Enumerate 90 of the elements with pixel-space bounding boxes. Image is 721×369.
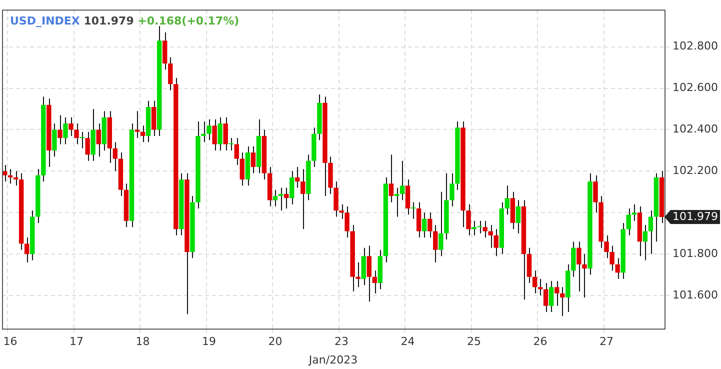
candlestick xyxy=(543,282,548,313)
candlestick xyxy=(642,224,648,261)
y-tick-label: 102.800 xyxy=(672,40,718,53)
candlestick xyxy=(433,224,438,263)
candlestick xyxy=(96,123,101,158)
candlestick xyxy=(240,152,245,186)
candlestick xyxy=(571,241,576,278)
candlestick xyxy=(504,185,510,216)
candlestick xyxy=(416,202,422,238)
candlestick xyxy=(300,168,306,230)
candlestick xyxy=(13,170,18,186)
candlestick xyxy=(223,116,228,151)
candlestick xyxy=(74,123,79,145)
candlestick xyxy=(538,278,543,296)
candlestick xyxy=(526,247,532,284)
candlestick xyxy=(548,280,554,313)
candlestick xyxy=(388,154,394,203)
candlestick xyxy=(422,212,427,238)
candlestick xyxy=(2,164,8,182)
candlestick xyxy=(68,116,74,136)
candlestick xyxy=(615,258,620,280)
candlestick xyxy=(582,254,587,298)
candlestick xyxy=(626,208,631,236)
candlestick xyxy=(8,168,13,184)
y-tick-label: 102.600 xyxy=(672,81,718,94)
candlestick xyxy=(218,116,222,151)
candlestick xyxy=(516,200,521,234)
x-tick-label: 19 xyxy=(202,335,216,348)
candlestick xyxy=(80,131,84,149)
candlestick xyxy=(278,187,284,212)
candlestick xyxy=(366,245,372,302)
candlestick xyxy=(576,241,582,292)
candlestick xyxy=(112,142,118,172)
candlestick xyxy=(212,118,217,151)
candlestick xyxy=(63,116,68,145)
candlestick xyxy=(272,189,278,207)
text: USD_INDEX 101.979 +0.168(+0.17%) xyxy=(10,14,240,28)
candlestick xyxy=(477,220,482,234)
candlestick xyxy=(250,146,256,174)
candlestick xyxy=(450,172,454,207)
candlestick xyxy=(206,118,212,141)
y-tick-label: 101.800 xyxy=(672,246,718,260)
candlestick xyxy=(24,236,30,263)
candlestick xyxy=(361,247,366,286)
x-tick-label: 16 xyxy=(3,335,18,348)
candlestick xyxy=(85,131,90,162)
candlestick xyxy=(400,160,405,201)
x-tick-label: 25 xyxy=(467,335,482,348)
candlestick xyxy=(289,170,294,205)
candlestick xyxy=(372,270,378,294)
candlestick xyxy=(334,181,338,218)
x-tick-label: 20 xyxy=(268,335,282,348)
candlestick xyxy=(344,206,350,238)
candlestick xyxy=(438,191,444,257)
candlestick xyxy=(560,286,565,317)
x-tick-label: 17 xyxy=(70,335,84,348)
x-tick-label: 18 xyxy=(136,335,150,348)
candlestick xyxy=(52,123,57,158)
y-tick-label: 102.200 xyxy=(672,164,718,178)
y-tick-label: 102.400 xyxy=(672,122,718,136)
candlestick xyxy=(428,212,432,238)
candlestick xyxy=(648,210,654,255)
candlestick xyxy=(632,204,637,222)
candlestick xyxy=(234,138,239,166)
candlestick xyxy=(488,224,493,248)
candlestick xyxy=(140,125,146,143)
candlestick xyxy=(168,56,173,91)
candlestick xyxy=(405,178,410,216)
x-tick-label: 23 xyxy=(334,335,349,348)
candlestick xyxy=(532,270,538,294)
candlestick xyxy=(58,114,62,145)
candlestick xyxy=(466,204,471,236)
candlestick xyxy=(151,100,156,136)
candlestick xyxy=(494,228,498,257)
x-axis-title: Jan/2023 xyxy=(308,353,358,366)
x-tick-label: 27 xyxy=(600,335,614,348)
x-tick-label: 24 xyxy=(400,335,415,348)
candlestick xyxy=(228,138,234,151)
candlestick xyxy=(554,280,560,306)
y-tick-label: 101.600 xyxy=(672,288,718,302)
text: 101.979 xyxy=(672,210,718,223)
x-tick-label: 26 xyxy=(533,335,548,348)
candlestick xyxy=(295,166,300,188)
candlestick xyxy=(162,32,168,70)
candlestick xyxy=(134,110,140,139)
candlestick xyxy=(482,220,488,238)
candlestick xyxy=(284,187,289,209)
candlestick xyxy=(472,220,476,236)
candlestick xyxy=(410,202,416,220)
candlestick xyxy=(394,187,400,218)
